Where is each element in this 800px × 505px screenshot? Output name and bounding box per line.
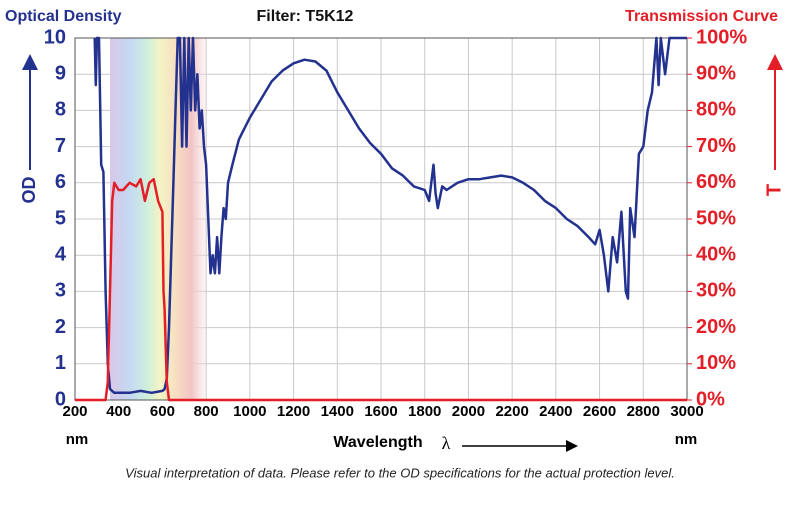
x-tick-label: 1600 (364, 403, 397, 420)
y2-tick-label: 0% (696, 388, 725, 410)
grid (74, 37, 688, 401)
x-tick-label: 200 (62, 403, 87, 420)
y-tick-label: 4 (55, 243, 67, 265)
x-tick-label: 2600 (583, 403, 616, 420)
y2-tick-label: 60% (696, 171, 736, 193)
y-axis-label: OD (19, 176, 39, 203)
x-tick-label: 2000 (452, 403, 485, 420)
x-tick-label: 2400 (539, 403, 572, 420)
y2-tick-label: 20% (696, 316, 736, 338)
y-tick-label: 8 (55, 99, 66, 121)
x-tick-label: 1200 (277, 403, 310, 420)
x-tick-label: 600 (150, 403, 175, 420)
series-line (93, 36, 687, 395)
y-tick-label: 7 (55, 135, 66, 157)
y-tick-label: 3 (55, 280, 66, 302)
y2-tick-label: 90% (696, 62, 736, 84)
legend-od: Optical Density (5, 8, 122, 25)
y2-tick-label: 80% (696, 99, 736, 121)
x-axis-symbol: λ (442, 433, 451, 453)
series-line (75, 177, 687, 402)
chart-title: Filter: T5K12 (257, 8, 354, 25)
x-tick-label: 400 (106, 403, 131, 420)
x-tick-label: 1000 (233, 403, 266, 420)
y2-tick-label: 40% (696, 243, 736, 265)
y2-tick-label: 100% (696, 26, 747, 48)
y2-tick-label: 10% (696, 352, 736, 374)
y-tick-label: 10 (44, 26, 66, 48)
x-tick-label: 1400 (321, 403, 354, 420)
y2-tick-label: 50% (696, 207, 736, 229)
y-tick-label: 1 (55, 352, 66, 374)
y2-tick-label: 30% (696, 280, 736, 302)
y2-tick-label: 70% (696, 135, 736, 157)
x-unit: nm (675, 431, 698, 448)
x-unit: nm (66, 431, 89, 448)
x-tick-label: 2800 (627, 403, 660, 420)
x-tick-label: 3000 (670, 403, 703, 420)
legend-transmission: Transmission Curve (625, 8, 778, 25)
x-tick-label: 2200 (495, 403, 528, 420)
x-tick-label: 800 (194, 403, 219, 420)
y-tick-label: 9 (55, 62, 66, 84)
caption: Visual interpretation of data. Please re… (125, 465, 675, 480)
y-tick-label: 0 (55, 388, 66, 410)
y2-axis-label: T (763, 184, 785, 196)
y-tick-label: 6 (55, 171, 66, 193)
x-axis-label: Wavelength (333, 434, 422, 451)
x-tick-label: 1800 (408, 403, 441, 420)
y-tick-label: 2 (55, 316, 66, 338)
y-tick-label: 5 (55, 207, 66, 229)
